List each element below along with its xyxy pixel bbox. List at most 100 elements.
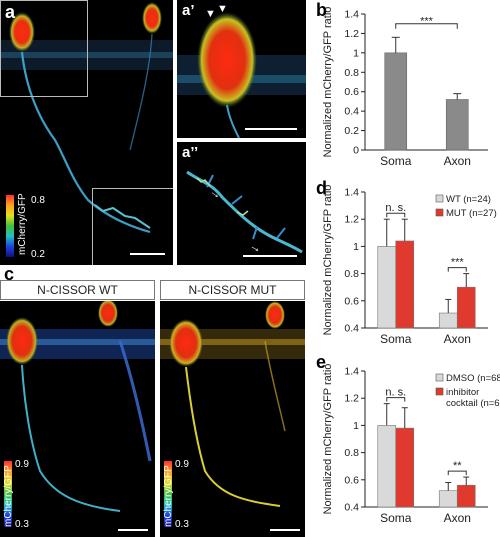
bar [395, 427, 415, 508]
legend-swatch [435, 373, 444, 382]
colorbar-a [6, 195, 14, 257]
y-tick-label: 0.6 [344, 295, 359, 307]
legend-label: inhibitor [446, 387, 479, 398]
y-axis-label: Normalized mCherry/GFP ratio [322, 7, 334, 158]
chart-b: 0 0.2 0.4 0.6 0.8 1 1.2 1.4 Normalized mCherry/G… [310, 0, 500, 175]
y-tick-label: 0.4 [344, 323, 359, 335]
y-tick-label: 1.2 [344, 214, 359, 226]
x-category-label: Soma [380, 154, 412, 168]
legend-label: cocktail (n=67) [446, 398, 500, 409]
legend-swatch [435, 208, 444, 217]
bar [377, 425, 397, 508]
y-tick-label: 0.2 [344, 125, 359, 137]
y-tick-label: 0 [353, 145, 359, 157]
colorbar-c-wt [4, 461, 12, 527]
scale-bar-a [130, 253, 165, 255]
significance-label: ** [453, 460, 462, 472]
inset-box-a2 [92, 188, 173, 265]
legend-label: DMSO (n=68) [446, 373, 500, 384]
significance-label: *** [420, 16, 434, 28]
legend-swatch [435, 194, 444, 203]
y-axis-label: Normalized mCherry/GFP ratio [322, 364, 334, 515]
bar [445, 99, 469, 151]
y-tick-label: 0.4 [344, 106, 359, 118]
panel-label-c: c [4, 264, 15, 284]
panel-label-a1: a’ [182, 2, 195, 19]
colorbar-a-min: 0.2 [31, 249, 45, 260]
y-tick-label: 1 [353, 47, 359, 59]
significance-label: n. s. [385, 202, 406, 214]
bar [456, 484, 476, 508]
significance-bracket [386, 212, 406, 218]
micrograph-c-wt-image [0, 301, 155, 512]
inset-box-a1 [0, 0, 88, 97]
y-tick-label: 1.2 [344, 28, 359, 40]
scale-bar-c-wt [118, 529, 148, 531]
significance-bracket [386, 397, 406, 402]
significance-bracket [447, 267, 467, 272]
chart-e-svg: 0.4 0.6 0.8 1 1.2 1.4 Normalized mCherry/GFP r… [322, 364, 500, 525]
panel-c-title-wt: N-CISSOR WT [0, 280, 155, 300]
y-tick-label: 1 [353, 420, 359, 432]
colorbar-c-wt-min: 0.3 [15, 519, 29, 530]
scale-bar-a1 [245, 128, 297, 130]
colorbar-c-mut-title: mCherry/GFP [163, 465, 174, 527]
colorbar-c-mut-min: 0.3 [175, 519, 189, 530]
x-category-label: Axon [444, 154, 471, 168]
chart-d-svg: 0.4 0.6 0.8 1 1.2 1.4 Normalized mCherry/GFP r… [322, 185, 497, 346]
legend-swatch [435, 387, 444, 396]
colorbar-a-title: mCherry/GFP [17, 193, 28, 255]
panel-label-b: b [316, 0, 327, 20]
y-tick-label: 0.8 [344, 67, 359, 79]
x-category-label: Soma [380, 511, 412, 525]
y-tick-label: 0.6 [344, 474, 359, 486]
panel-c-title-mut: N-CISSOR MUT [160, 280, 305, 300]
y-tick-label: 0.4 [344, 502, 359, 514]
bar [384, 52, 408, 151]
chart-b-svg: 0 0.2 0.4 0.6 0.8 1 1.2 1.4 Normalized mCherry/G… [322, 7, 488, 168]
panel-label-d: d [316, 178, 327, 198]
micrograph-a1-image [177, 12, 306, 138]
panel-a2-micrograph: a’’ → → [177, 142, 306, 265]
scale-bar-c-mut [270, 529, 300, 531]
arrowhead-marker-1: ▼ [205, 8, 216, 20]
significance-bracket [447, 470, 467, 476]
y-tick-label: 0.8 [344, 268, 359, 280]
legend-label: WT (n=24) [446, 194, 491, 205]
y-tick-label: 0.8 [344, 447, 359, 459]
y-tick-label: 1.4 [344, 9, 359, 21]
colorbar-c-wt-max: 0.9 [15, 459, 29, 470]
chart-d: 0.4 0.6 0.8 1 1.2 1.4 Normalized mCherry/GFP r… [310, 178, 500, 353]
bar [438, 312, 458, 329]
y-tick-label: 1.4 [344, 366, 359, 378]
y-tick-label: 1 [353, 241, 359, 253]
micrograph-a-image [0, 2, 173, 234]
legend-label: MUT (n=27) [446, 208, 497, 219]
colorbar-a-max: 0.8 [31, 195, 45, 206]
x-category-label: Soma [380, 332, 412, 346]
chart-e: 0.4 0.6 0.8 1 1.2 1.4 Normalized mCherry/GFP r… [310, 357, 500, 532]
colorbar-c-mut-max: 0.9 [175, 459, 189, 470]
colorbar-c-wt-title: mCherry/GFP [3, 465, 14, 527]
bar [377, 246, 397, 329]
panel-a1-micrograph: a’ ▼ ▼ [177, 0, 306, 138]
x-category-label: Axon [444, 511, 471, 525]
significance-label: n. s. [385, 387, 406, 399]
bar [395, 240, 415, 329]
panel-a-micrograph: a mCherry/GFP 0.8 0.2 [0, 0, 173, 265]
y-tick-label: 0.6 [344, 86, 359, 98]
arrowhead-marker-2: ▼ [217, 3, 228, 15]
panel-label-a: a [5, 2, 16, 22]
x-category-label: Axon [444, 332, 471, 346]
scale-bar-a2 [243, 255, 297, 257]
y-axis-label: Normalized mCherry/GFP ratio [322, 185, 334, 336]
panel-c-mut-micrograph: mCherry/GFP 0.9 0.3 [160, 301, 305, 537]
panel-label-a2: a’’ [182, 144, 199, 161]
panel-label-e: e [316, 352, 327, 372]
micrograph-c-mut-image [160, 301, 305, 507]
bar [456, 286, 476, 329]
significance-bracket [395, 23, 458, 29]
y-tick-label: 1.2 [344, 393, 359, 405]
significance-label: *** [451, 257, 465, 269]
panel-c-wt-micrograph: mCherry/GFP 0.9 0.3 [0, 301, 155, 537]
